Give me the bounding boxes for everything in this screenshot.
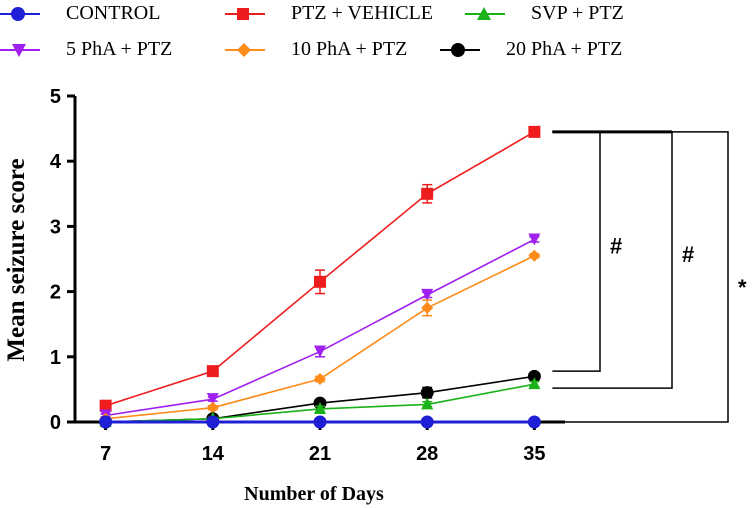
data-point [314, 401, 326, 414]
series-ptz-vehicle [99, 125, 541, 412]
x-tick-label: 35 [523, 443, 545, 465]
legend-label-svp-ptz: SVP + PTZ [531, 2, 624, 24]
data-point [528, 249, 541, 262]
y-tick-label: 0 [50, 412, 61, 434]
data-point [206, 415, 220, 429]
legend: CONTROL PTZ + VEHICLE SVP + PTZ 5 PhA + … [0, 0, 754, 80]
data-point [99, 399, 112, 412]
legend-item-svp-ptz: SVP + PTZ [465, 2, 624, 25]
y-axis-title: Mean seizure score [3, 158, 30, 361]
y-tick-label: 5 [50, 86, 61, 108]
x-tick-label: 21 [309, 443, 331, 465]
y-tick-label: 4 [50, 151, 62, 173]
legend-label-5-pha: 5 PhA + PTZ [66, 38, 173, 60]
significance-bracket [552, 131, 601, 372]
series-group [99, 125, 541, 429]
legend-label-ptz-vehicle: PTZ + VEHICLE [291, 2, 434, 24]
x-tick-label: 14 [202, 443, 225, 465]
series-control [99, 415, 541, 429]
legend-label-10-pha: 10 PhA + PTZ [291, 38, 408, 60]
data-point [527, 369, 541, 383]
data-point [314, 372, 326, 385]
series-line [105, 131, 535, 407]
series-5-pha-ptz [99, 233, 541, 422]
legend-item-control: CONTROL [0, 2, 160, 25]
legend-item-20-pha: 20 PhA + PTZ [440, 38, 622, 61]
y-tick-label: 3 [50, 216, 61, 238]
series-line [105, 238, 535, 417]
legend-marker-10-pha [225, 42, 265, 57]
axes: 0 1 2 3 4 5 7 14 21 28 35 [50, 86, 565, 465]
data-point [313, 415, 327, 429]
data-point [528, 233, 541, 246]
data-point [421, 288, 434, 301]
significance-label: * [738, 275, 747, 300]
significance-label: # [682, 242, 694, 267]
legend-label-control: CONTROL [66, 2, 161, 24]
legend-label-20-pha: 20 PhA + PTZ [506, 38, 623, 60]
data-point [421, 397, 434, 410]
data-point [421, 301, 434, 314]
significance-bracket [552, 131, 673, 389]
y-tick-label: 1 [50, 347, 61, 369]
legend-item-5-pha: 5 PhA + PTZ [0, 38, 172, 61]
x-tick-label: 7 [100, 443, 111, 465]
data-point [99, 415, 113, 429]
data-point [420, 415, 434, 429]
data-point [527, 415, 541, 429]
x-tick-label: 28 [416, 443, 438, 465]
data-point [206, 393, 219, 406]
y-tick-label: 2 [50, 282, 61, 304]
data-point [421, 187, 434, 200]
data-point [528, 125, 541, 138]
legend-item-ptz-vehicle: PTZ + VEHICLE [225, 2, 433, 25]
legend-item-10-pha: 10 PhA + PTZ [225, 38, 407, 61]
data-point [420, 386, 434, 400]
x-axis-title: Number of Days [244, 483, 384, 505]
legend-marker-svp-ptz [465, 6, 505, 20]
significance-bracket [552, 131, 729, 423]
data-point [206, 365, 219, 378]
legend-marker-5-pha [0, 43, 40, 57]
significance-label: # [610, 234, 622, 259]
data-point [206, 401, 219, 414]
data-point [314, 275, 326, 288]
legend-marker-20-pha [440, 42, 480, 57]
legend-marker-ptz-vehicle [225, 7, 265, 20]
legend-marker-control [0, 6, 40, 21]
data-point [314, 345, 326, 358]
significance-brackets: # # * [552, 130, 747, 423]
data-point [528, 377, 541, 390]
